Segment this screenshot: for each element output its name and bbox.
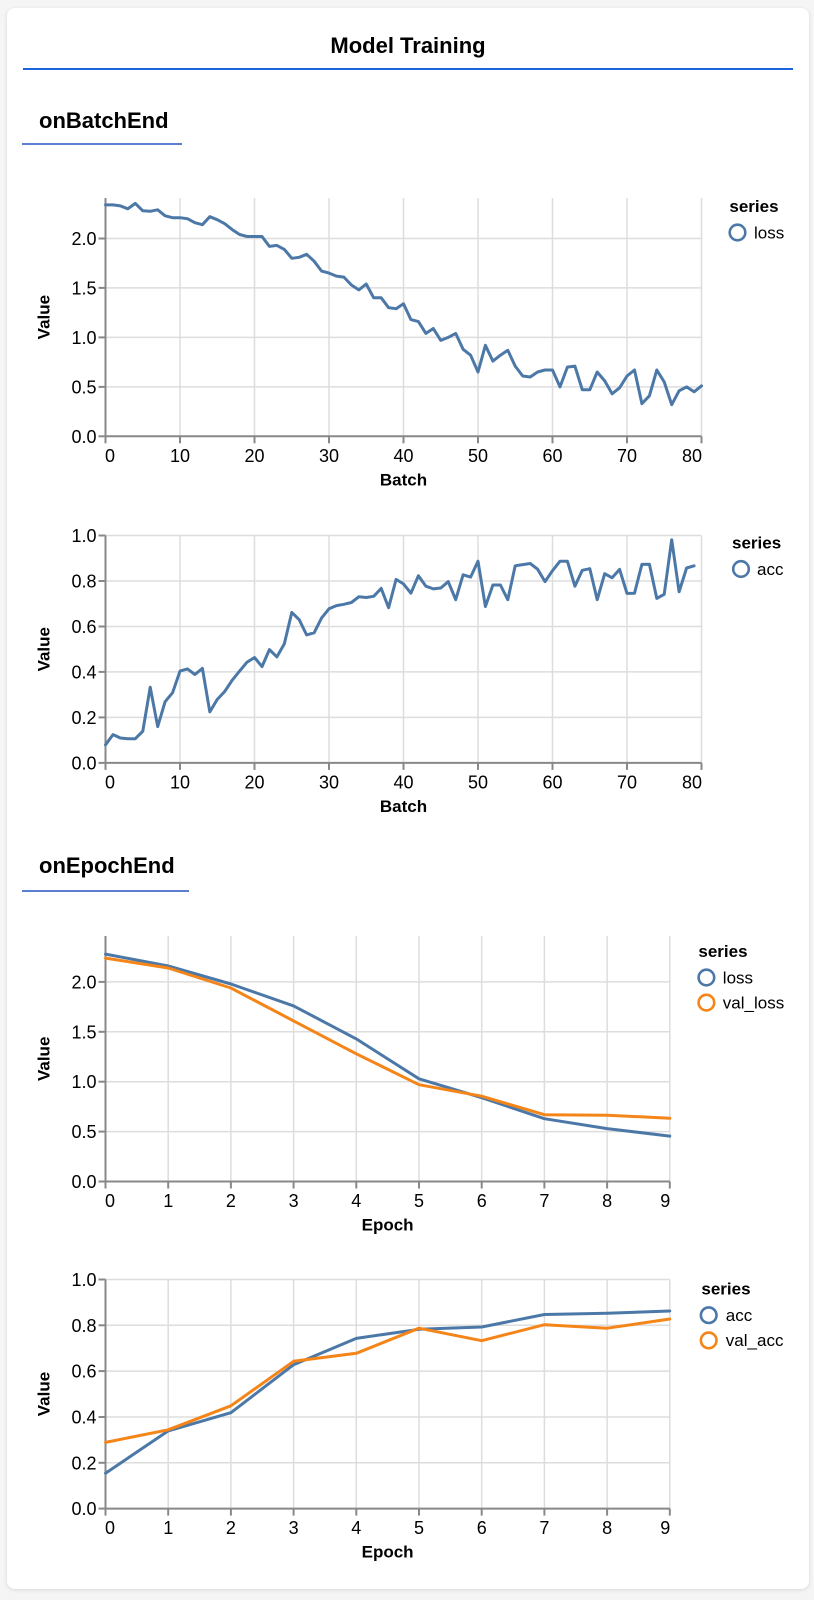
- svg-text:60: 60: [542, 772, 562, 792]
- svg-text:0.8: 0.8: [71, 1316, 96, 1336]
- svg-text:2.0: 2.0: [71, 229, 96, 249]
- svg-text:6: 6: [477, 1518, 487, 1538]
- svg-text:Value: Value: [35, 1037, 54, 1081]
- svg-text:20: 20: [244, 446, 264, 466]
- svg-text:50: 50: [468, 772, 488, 792]
- svg-text:0.2: 0.2: [71, 1453, 96, 1473]
- svg-text:Batch: Batch: [380, 797, 427, 816]
- svg-text:10: 10: [170, 446, 190, 466]
- svg-text:0: 0: [105, 446, 115, 466]
- svg-text:1.0: 1.0: [71, 328, 96, 348]
- svg-text:0.0: 0.0: [71, 1172, 96, 1192]
- svg-text:series: series: [701, 1280, 750, 1299]
- svg-text:0.6: 0.6: [71, 1362, 96, 1382]
- svg-text:4: 4: [351, 1191, 361, 1211]
- svg-text:0.4: 0.4: [71, 662, 96, 682]
- svg-text:6: 6: [477, 1191, 487, 1211]
- svg-text:80: 80: [682, 772, 702, 792]
- svg-text:Batch: Batch: [380, 470, 427, 489]
- svg-text:2: 2: [226, 1518, 236, 1538]
- svg-text:0: 0: [105, 1191, 115, 1211]
- svg-text:loss: loss: [723, 968, 753, 987]
- svg-text:40: 40: [393, 446, 413, 466]
- svg-text:0.4: 0.4: [71, 1408, 96, 1428]
- svg-text:acc: acc: [726, 1306, 753, 1325]
- svg-text:Value: Value: [35, 1372, 54, 1416]
- svg-text:0.6: 0.6: [71, 617, 96, 637]
- svg-text:60: 60: [542, 446, 562, 466]
- svg-text:2: 2: [226, 1191, 236, 1211]
- svg-text:Value: Value: [35, 627, 54, 671]
- svg-text:9: 9: [660, 1518, 670, 1538]
- svg-text:series: series: [732, 534, 781, 553]
- svg-text:0: 0: [105, 772, 115, 792]
- svg-text:1.5: 1.5: [71, 278, 96, 298]
- svg-text:70: 70: [617, 446, 637, 466]
- svg-text:5: 5: [414, 1518, 424, 1538]
- svg-text:10: 10: [170, 772, 190, 792]
- svg-text:7: 7: [539, 1518, 549, 1538]
- svg-text:0.0: 0.0: [71, 1499, 96, 1519]
- svg-text:8: 8: [602, 1518, 612, 1538]
- svg-text:70: 70: [617, 772, 637, 792]
- svg-text:80: 80: [682, 446, 702, 466]
- svg-text:1.0: 1.0: [71, 1072, 96, 1092]
- svg-text:val_loss: val_loss: [723, 993, 784, 1012]
- svg-text:acc: acc: [757, 560, 784, 579]
- svg-text:loss: loss: [754, 223, 784, 242]
- svg-text:0.2: 0.2: [71, 708, 96, 728]
- svg-text:0.5: 0.5: [71, 377, 96, 397]
- svg-text:3: 3: [289, 1191, 299, 1211]
- svg-text:30: 30: [319, 772, 339, 792]
- svg-text:20: 20: [244, 772, 264, 792]
- svg-text:40: 40: [393, 772, 413, 792]
- svg-text:Epoch: Epoch: [362, 1216, 414, 1235]
- svg-text:5: 5: [414, 1191, 424, 1211]
- svg-text:8: 8: [602, 1191, 612, 1211]
- svg-text:0.5: 0.5: [71, 1122, 96, 1142]
- svg-text:2.0: 2.0: [71, 972, 96, 992]
- svg-text:1.0: 1.0: [71, 1270, 96, 1290]
- svg-text:0.0: 0.0: [71, 753, 96, 773]
- svg-text:30: 30: [319, 446, 339, 466]
- svg-text:50: 50: [468, 446, 488, 466]
- svg-text:7: 7: [539, 1191, 549, 1211]
- svg-text:val_acc: val_acc: [726, 1331, 784, 1350]
- svg-text:3: 3: [289, 1518, 299, 1538]
- svg-text:series: series: [729, 197, 778, 216]
- svg-text:Value: Value: [35, 295, 54, 339]
- svg-text:Epoch: Epoch: [362, 1543, 414, 1562]
- svg-text:0: 0: [105, 1518, 115, 1538]
- svg-text:9: 9: [660, 1191, 670, 1211]
- svg-text:0.8: 0.8: [71, 572, 96, 592]
- svg-text:series: series: [698, 942, 747, 961]
- svg-text:4: 4: [351, 1518, 361, 1538]
- svg-text:1: 1: [163, 1191, 173, 1211]
- svg-text:0.0: 0.0: [71, 427, 96, 447]
- svg-text:1.0: 1.0: [71, 526, 96, 546]
- svg-text:1.5: 1.5: [71, 1022, 96, 1042]
- svg-text:1: 1: [163, 1518, 173, 1538]
